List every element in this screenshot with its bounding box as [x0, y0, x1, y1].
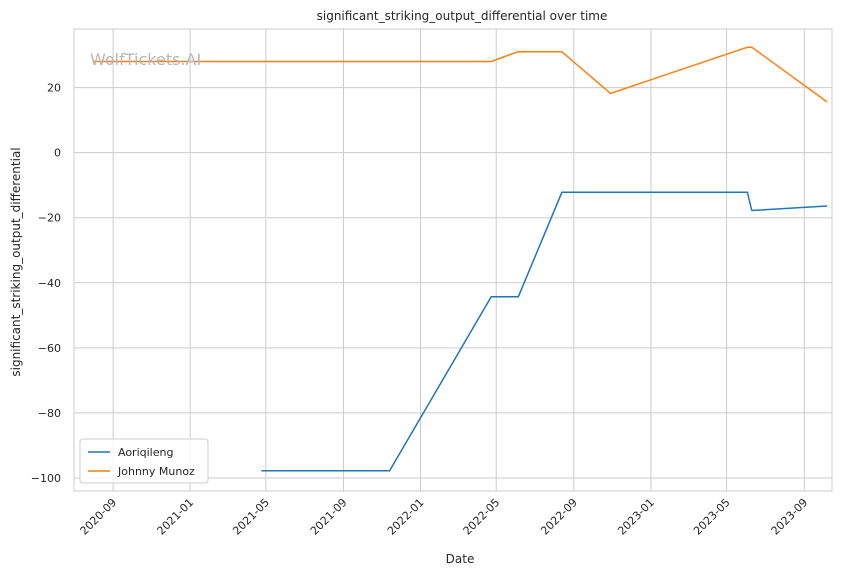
grid — [74, 29, 832, 491]
y-tick-label: −100 — [31, 472, 61, 485]
chart-title: significant_striking_output_differential… — [317, 9, 608, 23]
y-tick-label: −80 — [38, 407, 61, 420]
legend: Aoriqileng Johnny Munoz — [79, 438, 209, 484]
series-lines — [93, 46, 828, 472]
y-tick-label: 0 — [54, 147, 61, 160]
y-axis-label: significant_striking_output_differential — [9, 147, 23, 376]
legend-label-aoriqileng: Aoriqileng — [118, 446, 173, 459]
y-tick-label: −60 — [38, 342, 61, 355]
plot-frame — [73, 28, 833, 492]
legend-label-johnny-munoz: Johnny Munoz — [117, 465, 195, 478]
y-tick-label: 20 — [47, 82, 61, 95]
series-line-johnny-munoz — [93, 46, 828, 103]
y-tick-label: −20 — [38, 212, 61, 225]
series-line-aoriqileng — [261, 191, 828, 472]
x-axis-label: Date — [446, 552, 475, 566]
legend-box — [79, 438, 209, 484]
watermark-text: WolfTickets.AI — [90, 50, 201, 69]
y-tick-label: −40 — [38, 277, 61, 290]
